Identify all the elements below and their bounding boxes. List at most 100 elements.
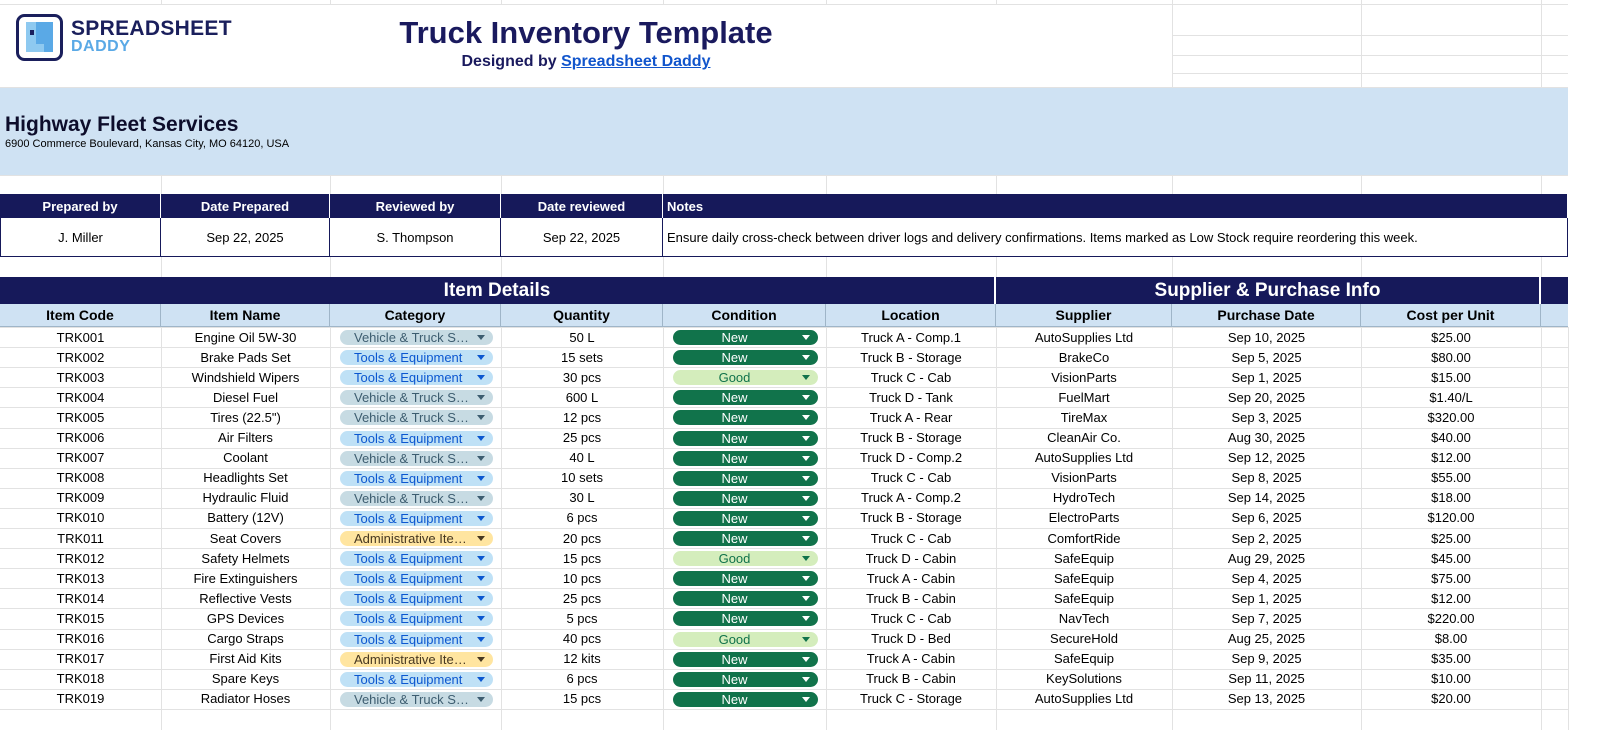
dropdown-value: Tools & Equipment — [354, 631, 463, 647]
table-cell: VisionParts — [1051, 369, 1117, 385]
table-cell: Sep 7, 2025 — [1231, 610, 1302, 626]
condition-dropdown[interactable]: New — [673, 510, 818, 526]
dropdown-arrow — [802, 676, 810, 682]
table-cell: 6 pcs — [566, 510, 598, 526]
table-cell: Truck C - Storage — [859, 691, 963, 707]
condition-dropdown[interactable]: New — [673, 571, 818, 587]
dropdown-arrow — [477, 616, 485, 622]
table-cell: Truck A - Cabin — [866, 651, 956, 667]
gridline — [0, 407, 1568, 409]
dropdown-arrow — [477, 556, 485, 562]
table-cell: Safety Helmets — [201, 550, 290, 566]
condition-dropdown[interactable]: New — [673, 390, 818, 406]
dropdown-arrow — [477, 495, 485, 501]
category-dropdown[interactable]: Tools & Equipment — [340, 571, 493, 587]
gridline — [0, 688, 1568, 690]
condition-dropdown[interactable]: New — [673, 531, 818, 546]
table-cell: 12 kits — [563, 651, 601, 667]
category-dropdown[interactable]: Tools & Equipment — [340, 551, 493, 567]
table-cell: Sep 2, 2025 — [1231, 530, 1302, 546]
category-dropdown[interactable]: Tools & Equipment — [340, 510, 493, 526]
gridline — [0, 628, 1568, 630]
info-header: Notes — [663, 194, 1568, 218]
condition-dropdown[interactable]: New — [673, 691, 818, 707]
gridline — [0, 507, 1568, 509]
gridline — [501, 257, 502, 277]
gridline — [0, 467, 1568, 469]
condition-dropdown[interactable]: Good — [673, 631, 818, 647]
table-cell: Headlights Set — [203, 470, 288, 486]
table-cell: AutoSupplies Ltd — [1034, 450, 1134, 466]
gridline — [1361, 327, 1362, 730]
table-cell: $320.00 — [1427, 409, 1475, 425]
table-cell: Sep 13, 2025 — [1227, 691, 1306, 707]
info-value: Sep 22, 2025 — [501, 218, 663, 257]
table-cell: Sep 14, 2025 — [1227, 490, 1306, 506]
dropdown-value: Vehicle & Truck Supplies — [354, 490, 471, 506]
condition-dropdown[interactable]: Good — [673, 551, 818, 567]
gridline — [0, 588, 1568, 590]
condition-dropdown[interactable]: Good — [673, 370, 818, 386]
dropdown-arrow — [802, 375, 810, 381]
condition-dropdown[interactable]: New — [673, 671, 818, 687]
gridline — [0, 608, 1568, 610]
gridline — [0, 568, 1568, 570]
category-dropdown[interactable]: Vehicle & Truck Supplies — [340, 330, 493, 345]
gridline — [1172, 35, 1568, 36]
gridline — [826, 175, 827, 194]
table-cell: Truck A - Cabin — [866, 570, 956, 586]
condition-dropdown[interactable]: New — [673, 430, 818, 446]
dropdown-value: Vehicle & Truck Supplies — [354, 450, 471, 466]
category-dropdown[interactable]: Tools & Equipment — [340, 611, 493, 627]
dropdown-arrow — [477, 475, 485, 481]
table-cell: 15 sets — [561, 349, 603, 365]
dropdown-arrow — [802, 656, 810, 662]
table-cell: TRK010 — [56, 510, 105, 526]
gridline — [1541, 0, 1542, 88]
category-dropdown[interactable]: Tools & Equipment — [340, 591, 493, 607]
category-dropdown[interactable]: Tools & Equipment — [340, 470, 493, 486]
category-dropdown[interactable]: Tools & Equipment — [340, 671, 493, 687]
condition-dropdown[interactable]: New — [673, 651, 818, 667]
gridline — [0, 648, 1568, 650]
gridline — [1541, 257, 1542, 277]
condition-dropdown[interactable]: New — [673, 450, 818, 466]
table-cell: $12.00 — [1431, 590, 1471, 606]
table-cell: GPS Devices — [206, 610, 285, 626]
dropdown-value: Administrative Items — [354, 531, 471, 546]
condition-dropdown[interactable]: New — [673, 350, 818, 366]
category-dropdown[interactable]: Administrative Items — [340, 531, 493, 546]
category-dropdown[interactable]: Vehicle & Truck Supplies — [340, 390, 493, 406]
category-dropdown[interactable]: Vehicle & Truck Supplies — [340, 450, 493, 466]
condition-dropdown[interactable]: New — [673, 611, 818, 627]
category-dropdown[interactable]: Tools & Equipment — [340, 631, 493, 647]
dropdown-arrow — [477, 375, 485, 381]
category-dropdown[interactable]: Vehicle & Truck Supplies — [340, 410, 493, 426]
table-cell: $25.00 — [1431, 329, 1471, 345]
table-cell: Aug 25, 2025 — [1227, 631, 1306, 647]
column-header: Category — [330, 304, 501, 327]
table-cell: Brake Pads Set — [200, 349, 291, 365]
gridline — [996, 175, 997, 194]
designer-link[interactable]: Spreadsheet Daddy — [561, 53, 711, 70]
table-cell: Sep 1, 2025 — [1231, 590, 1302, 606]
category-dropdown[interactable]: Tools & Equipment — [340, 350, 493, 366]
category-dropdown[interactable]: Administrative Items — [340, 651, 493, 667]
column-header: Supplier — [996, 304, 1172, 327]
gridline — [663, 327, 664, 730]
condition-dropdown[interactable]: New — [673, 330, 818, 345]
gridline — [1172, 175, 1173, 194]
category-dropdown[interactable]: Tools & Equipment — [340, 430, 493, 446]
condition-dropdown[interactable]: New — [673, 410, 818, 426]
condition-dropdown[interactable]: New — [673, 591, 818, 607]
dropdown-arrow — [802, 515, 810, 521]
condition-dropdown[interactable]: New — [673, 470, 818, 486]
table-cell: $45.00 — [1431, 550, 1471, 566]
table-cell: Sep 3, 2025 — [1231, 409, 1302, 425]
category-dropdown[interactable]: Tools & Equipment — [340, 370, 493, 386]
table-cell: TRK007 — [56, 450, 105, 466]
condition-dropdown[interactable]: New — [673, 490, 818, 506]
category-dropdown[interactable]: Vehicle & Truck Supplies — [340, 691, 493, 707]
category-dropdown[interactable]: Vehicle & Truck Supplies — [340, 490, 493, 506]
dropdown-arrow — [477, 576, 485, 582]
